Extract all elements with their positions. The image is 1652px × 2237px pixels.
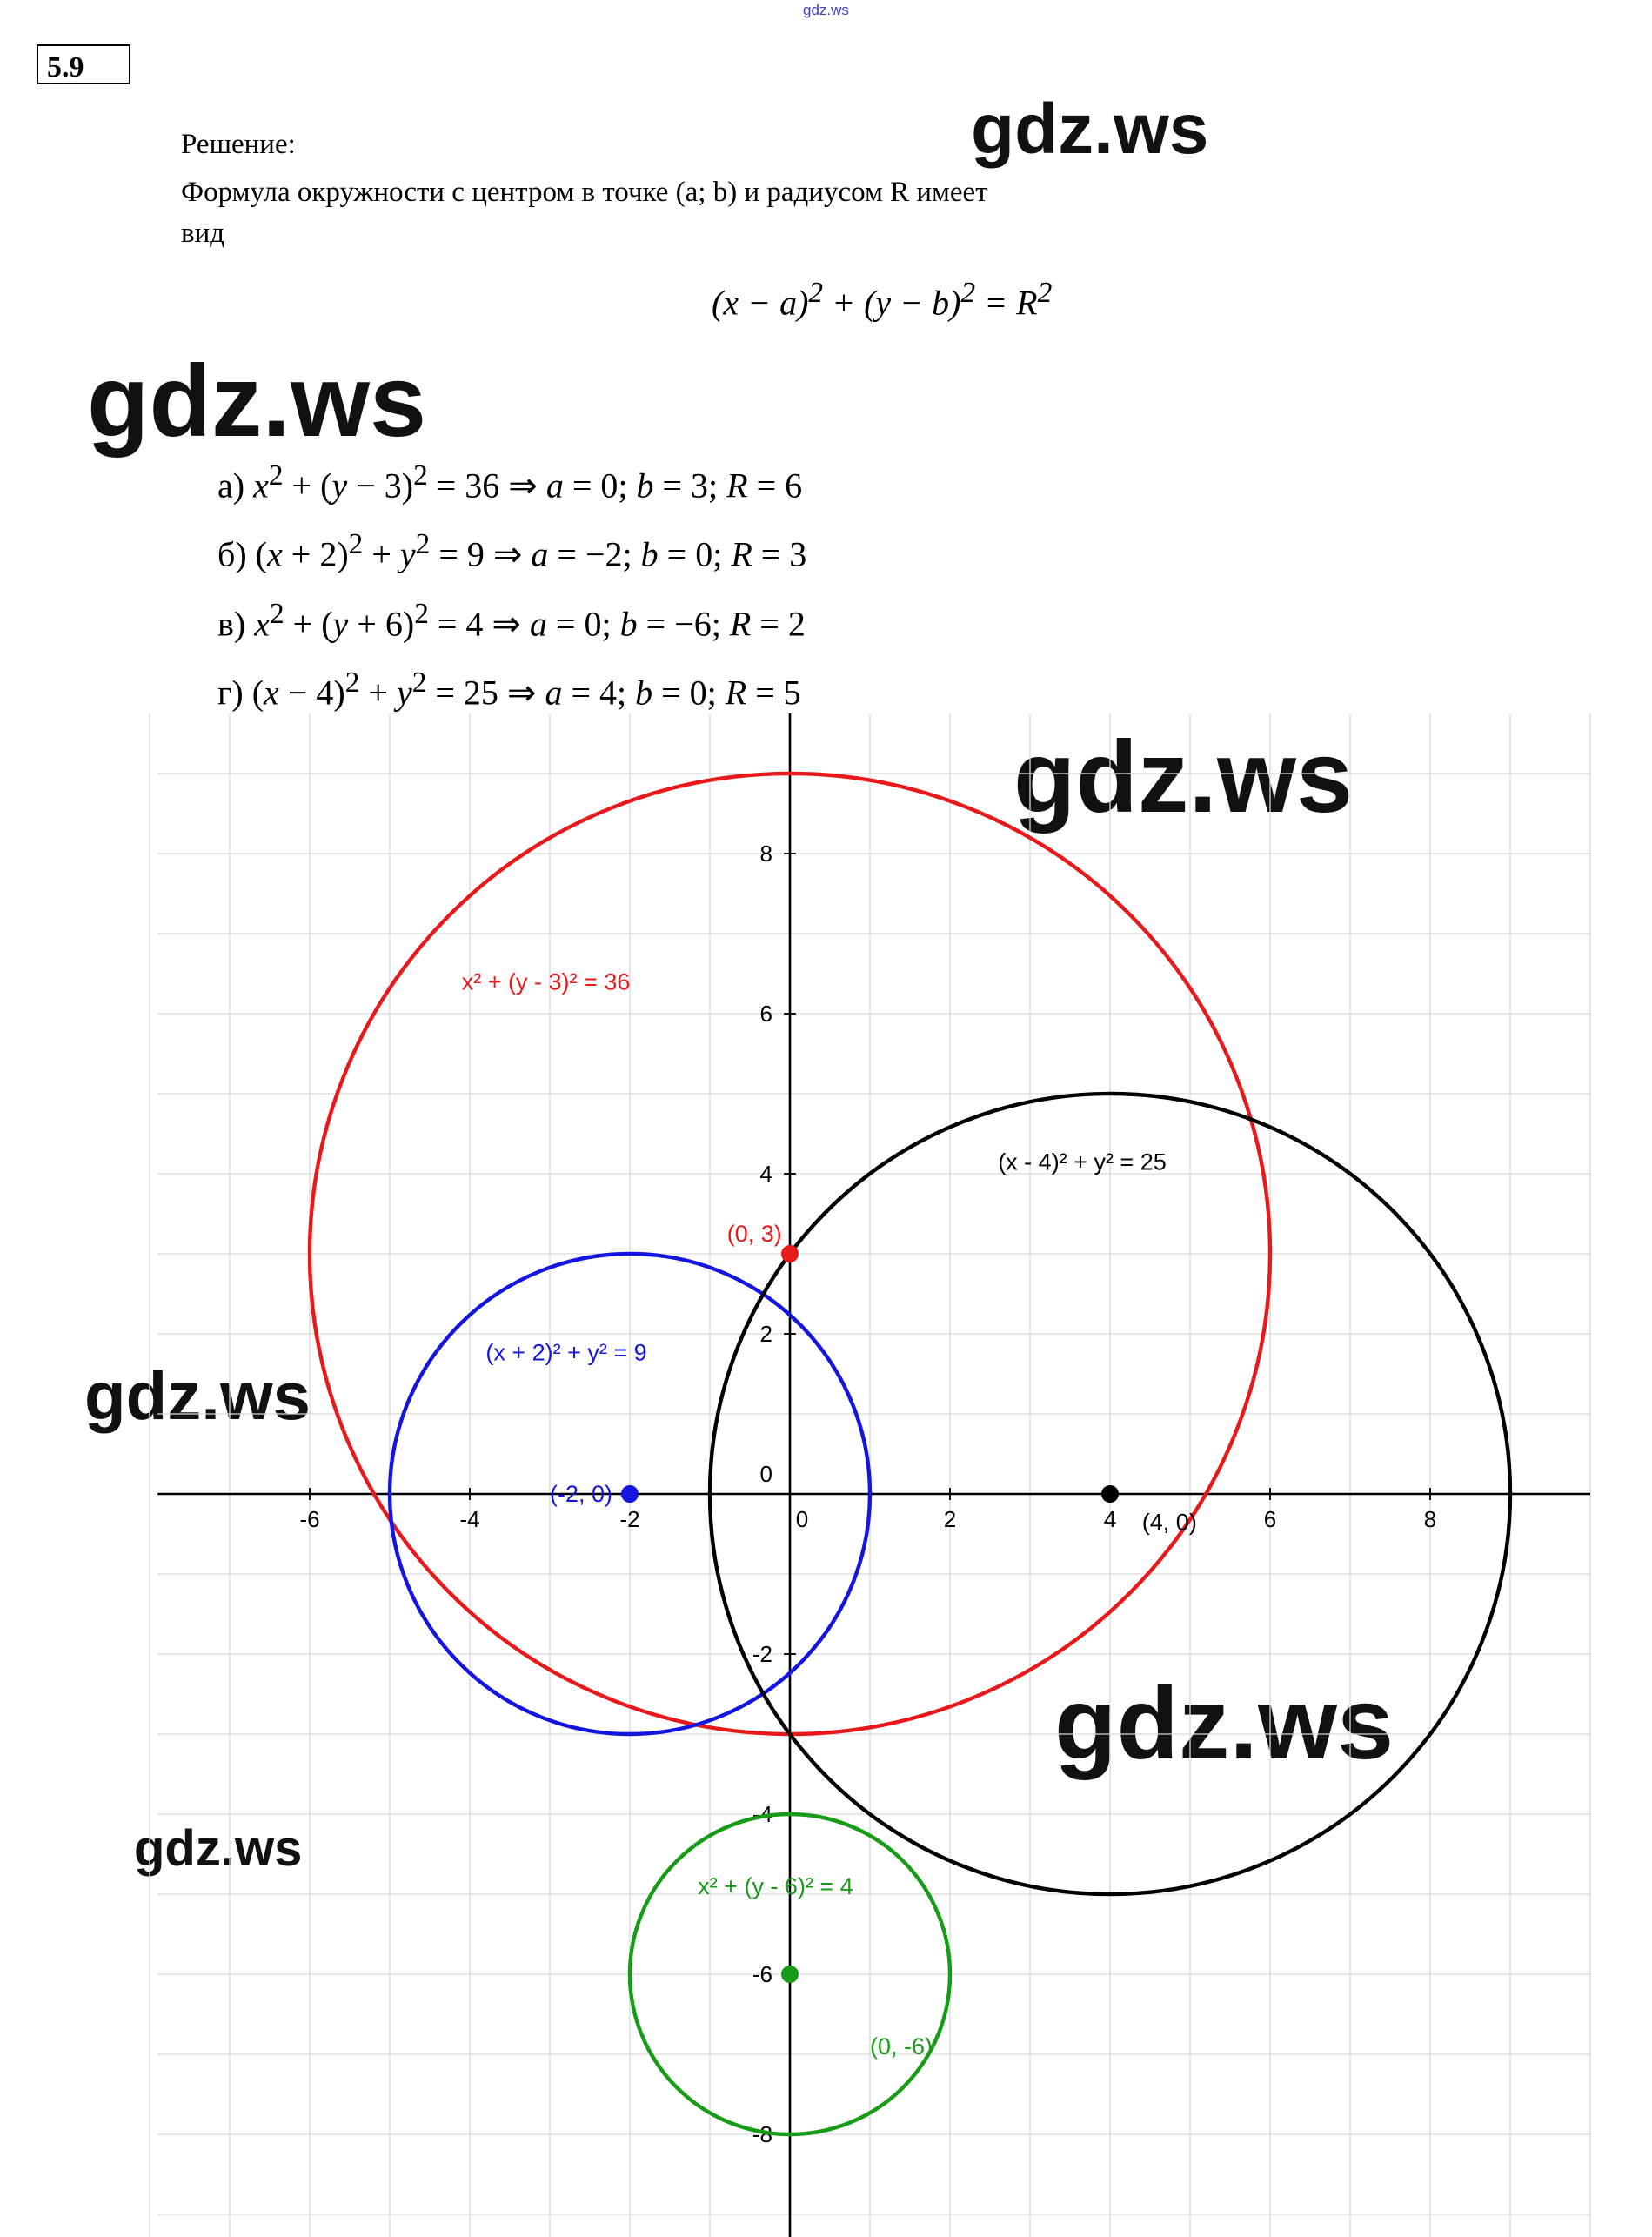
svg-text:2: 2: [760, 1321, 772, 1347]
svg-text:4: 4: [760, 1161, 772, 1187]
svg-text:0: 0: [796, 1506, 808, 1532]
svg-text:-2: -2: [619, 1506, 639, 1532]
svg-text:x² + (y - 6)² = 4: x² + (y - 6)² = 4: [698, 1873, 853, 1899]
svg-text:-2: -2: [752, 1641, 772, 1667]
svg-text:6: 6: [1264, 1506, 1276, 1532]
svg-text:8: 8: [1424, 1506, 1436, 1532]
svg-text:8: 8: [760, 841, 772, 867]
svg-text:(4, 0): (4, 0): [1142, 1509, 1197, 1535]
svg-text:0: 0: [760, 1461, 772, 1487]
svg-text:(x + 2)² + y² = 9: (x + 2)² + y² = 9: [485, 1339, 646, 1365]
svg-text:2: 2: [944, 1506, 956, 1532]
svg-text:(-2, 0): (-2, 0): [550, 1481, 612, 1507]
svg-text:-4: -4: [459, 1506, 479, 1532]
svg-text:6: 6: [760, 1001, 772, 1027]
svg-text:-6: -6: [752, 1961, 772, 1987]
svg-text:x² + (y - 3)² = 36: x² + (y - 3)² = 36: [462, 968, 631, 995]
svg-text:(x - 4)² + y² = 25: (x - 4)² + y² = 25: [998, 1149, 1167, 1175]
svg-text:-6: -6: [299, 1506, 319, 1532]
svg-text:(0, -6): (0, -6): [870, 2033, 933, 2060]
svg-text:4: 4: [1104, 1506, 1116, 1532]
svg-text:(0, 3): (0, 3): [727, 1221, 782, 1247]
